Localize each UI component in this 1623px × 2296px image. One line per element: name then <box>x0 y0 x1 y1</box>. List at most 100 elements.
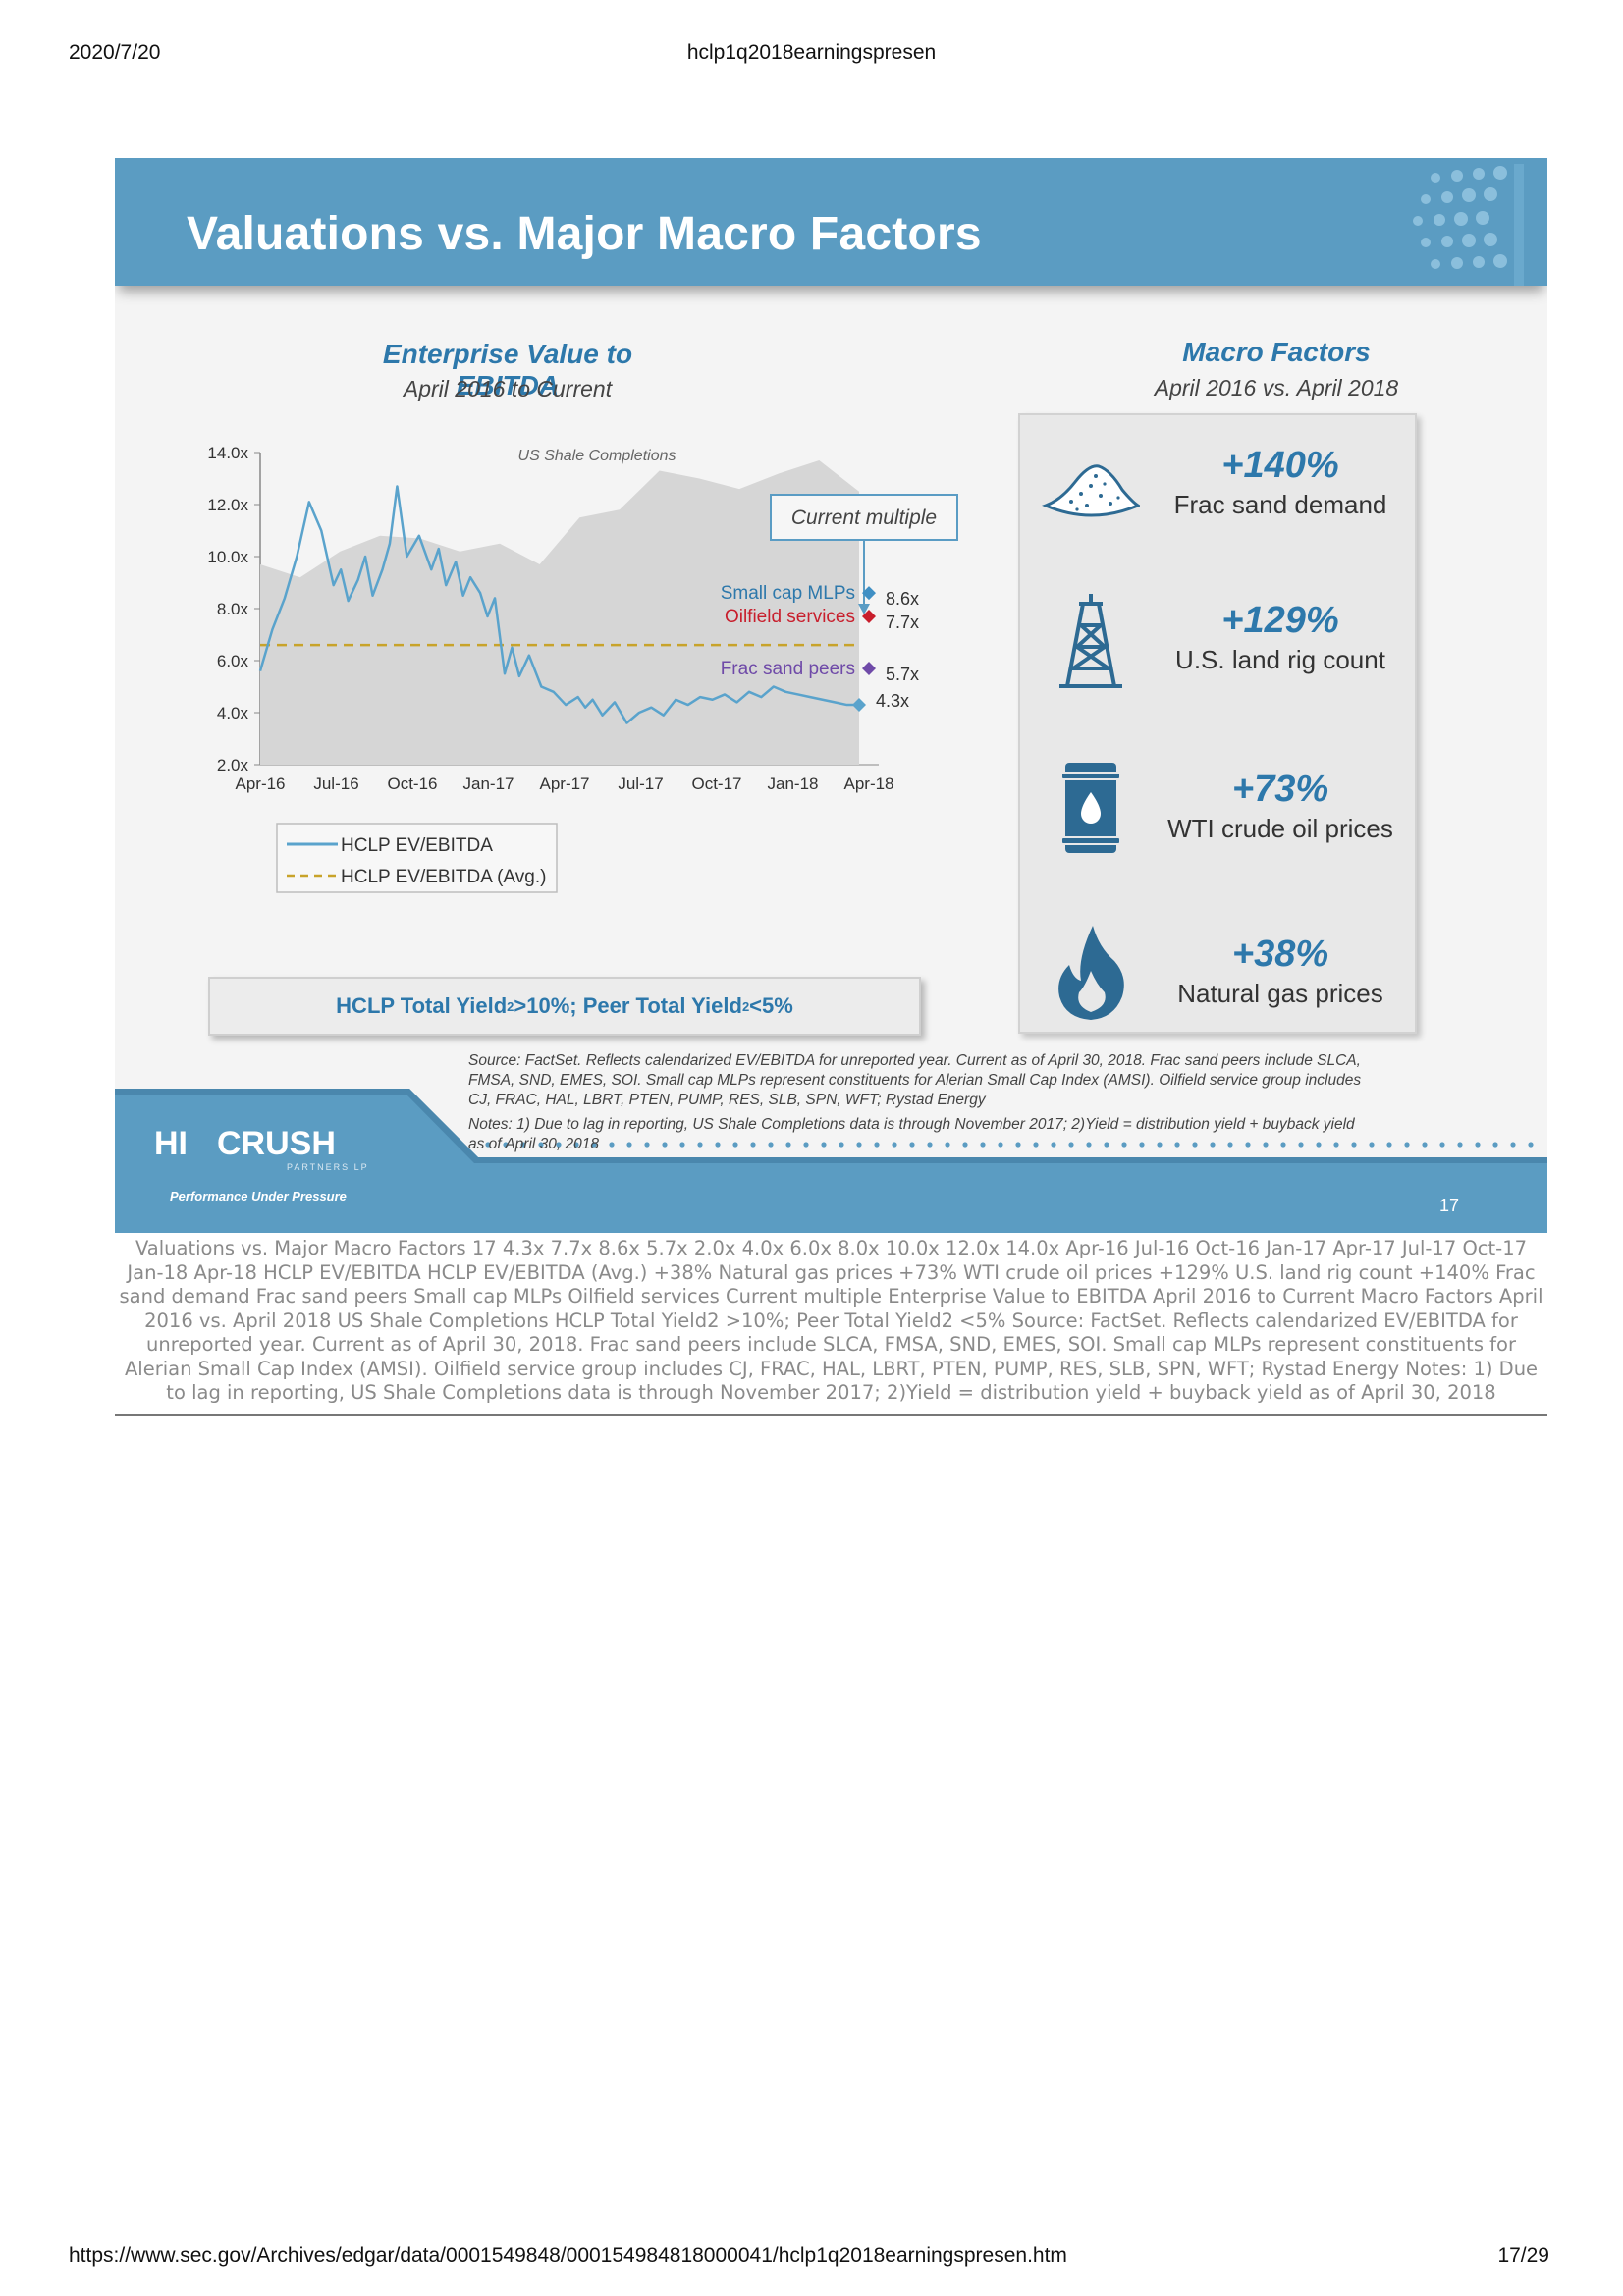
divider-dot <box>1351 1142 1357 1148</box>
divider-dot <box>1528 1142 1534 1148</box>
divider-dot <box>1510 1142 1516 1148</box>
rig-count-pct: +129% <box>1221 600 1339 641</box>
divider-dot <box>1439 1142 1445 1148</box>
logo-tagline: Performance Under Pressure <box>170 1189 347 1203</box>
hclp-current-value: 4.3x <box>876 691 909 711</box>
oilfield-services-label: Oilfield services <box>725 607 855 627</box>
divider-dot <box>1386 1142 1392 1148</box>
divider-dot <box>1015 1142 1021 1148</box>
divider-dot <box>1298 1142 1304 1148</box>
divider-dot <box>503 1142 509 1148</box>
frac-sand-label: Frac sand demand <box>1173 490 1387 519</box>
divider-dot <box>485 1142 491 1148</box>
hclp-current-marker <box>852 698 866 713</box>
divider-dot <box>591 1142 597 1148</box>
divider-dot <box>874 1142 880 1148</box>
divider-dot <box>1404 1142 1410 1148</box>
x-tick-label: Jul-17 <box>618 774 663 793</box>
divider-dot <box>1051 1142 1056 1148</box>
natgas-label: Natural gas prices <box>1177 979 1383 1008</box>
divider-dot <box>785 1142 791 1148</box>
oilfield-services-value: 7.7x <box>886 613 919 632</box>
x-tick-label: Apr-17 <box>539 774 589 793</box>
divider-dot <box>1068 1142 1074 1148</box>
macro-factor-wti: +73% WTI crude oil prices <box>1020 749 1415 867</box>
divider-dot <box>609 1142 615 1148</box>
divider-dot <box>839 1142 844 1148</box>
divider-dot <box>1174 1142 1180 1148</box>
yield-mid: >10%; Peer Total Yield <box>514 993 742 1018</box>
chart-legend <box>276 823 558 893</box>
y-tick-label: 4.0x <box>217 704 249 722</box>
divider-dot <box>909 1142 915 1148</box>
print-document-title: hclp1q2018earningspresen <box>686 41 937 64</box>
current-multiple-label: Current multiple <box>791 507 937 529</box>
sand-pile-icon <box>1042 464 1140 517</box>
divider-dot <box>1227 1142 1233 1148</box>
print-page-number: 17/29 <box>1497 2244 1549 2267</box>
divider-dot <box>803 1142 809 1148</box>
slide-title: Valuations vs. Major Macro Factors <box>187 208 982 260</box>
divider-dot <box>1422 1142 1428 1148</box>
small-cap-mlps-value: 8.6x <box>886 589 919 609</box>
divider-dot <box>1245 1142 1251 1148</box>
frac-sand-peers-value: 5.7x <box>886 665 919 684</box>
ev-ebitda-chart: 2.0x 4.0x 6.0x 8.0x 10.0x 12.0x 14.0x Apr-16 Ju… <box>207 444 958 893</box>
x-tick-label: Jan-17 <box>463 774 514 793</box>
slide: Valuations vs. Major Macro Factors Enter… <box>115 158 1547 1233</box>
print-date: 2020/7/20 <box>69 41 161 64</box>
wti-label: WTI crude oil prices <box>1167 814 1393 843</box>
x-tick-label: Apr-16 <box>235 774 285 793</box>
divider-dot <box>856 1142 862 1148</box>
divider-dot <box>644 1142 650 1148</box>
x-tick-label: Jan-18 <box>768 774 819 793</box>
logo-partners: PARTNERS LP <box>287 1162 369 1172</box>
y-tick-label: 14.0x <box>207 444 248 462</box>
logo-hi: HI <box>154 1125 188 1162</box>
macro-factor-rig-count: +129% U.S. land rig count <box>1020 580 1415 698</box>
oilfield-services-marker <box>862 609 876 623</box>
natgas-pct: +38% <box>1231 934 1329 975</box>
divider-dot <box>998 1142 1003 1148</box>
yield-footnote-2: 2 <box>741 998 750 1014</box>
y-tick-label: 2.0x <box>217 756 249 774</box>
divider-dot <box>679 1142 685 1148</box>
macro-factors-panel: +140% Frac sand demand <box>1018 413 1417 1034</box>
frac-sand-peers-marker <box>862 661 876 675</box>
divider-dot <box>1475 1142 1481 1148</box>
yield-suffix: <5% <box>749 993 793 1018</box>
x-tick-label: Oct-17 <box>691 774 741 793</box>
x-tick-label: Apr-18 <box>843 774 893 793</box>
divider-dot <box>892 1142 897 1148</box>
divider-dot <box>1139 1142 1145 1148</box>
notes-text: Notes: 1) Due to lag in reporting, US Sh… <box>468 1115 1509 1154</box>
divider-dot <box>538 1142 544 1148</box>
y-tick-label: 6.0x <box>217 652 249 670</box>
source-text: Source: FactSet. Reflects calendarized E… <box>468 1051 1509 1110</box>
legend-item-hclp: HCLP EV/EBITDA <box>341 835 493 856</box>
divider-dot <box>1333 1142 1339 1148</box>
divider-dot <box>1280 1142 1286 1148</box>
rig-count-label: U.S. land rig count <box>1175 645 1385 674</box>
divider-dot <box>1157 1142 1163 1148</box>
divider-dot <box>1104 1142 1109 1148</box>
y-tick-label: 8.0x <box>217 600 249 618</box>
dot-pattern-icon <box>1413 164 1524 286</box>
macro-factor-frac-sand: +140% Frac sand demand <box>1020 425 1415 543</box>
divider-dot <box>626 1142 632 1148</box>
macro-title: Macro Factors <box>1182 337 1371 367</box>
divider-dot <box>1369 1142 1375 1148</box>
y-tick-label: 12.0x <box>207 496 248 514</box>
total-yield-box: HCLP Total Yield 2 >10%; Peer Total Yield… <box>208 977 921 1036</box>
divider-dot <box>1121 1142 1127 1148</box>
legend-item-hclp-avg: HCLP EV/EBITDA (Avg.) <box>341 867 546 887</box>
notes-line-1: Notes: 1) Due to lag in reporting, US Sh… <box>468 1116 1355 1133</box>
chart-title: Enterprise Value to EBITDA <box>382 339 633 400</box>
divider-dot <box>697 1142 703 1148</box>
divider-dot <box>1316 1142 1322 1148</box>
small-cap-mlps-label: Small cap MLPs <box>721 583 855 604</box>
source-line-2: FMSA, SND, EMES, SOI. Small cap MLPs rep… <box>468 1072 1362 1089</box>
wti-pct: +73% <box>1231 769 1329 810</box>
divider-dot <box>1033 1142 1039 1148</box>
slide-banner: Valuations vs. Major Macro Factors <box>115 158 1547 286</box>
